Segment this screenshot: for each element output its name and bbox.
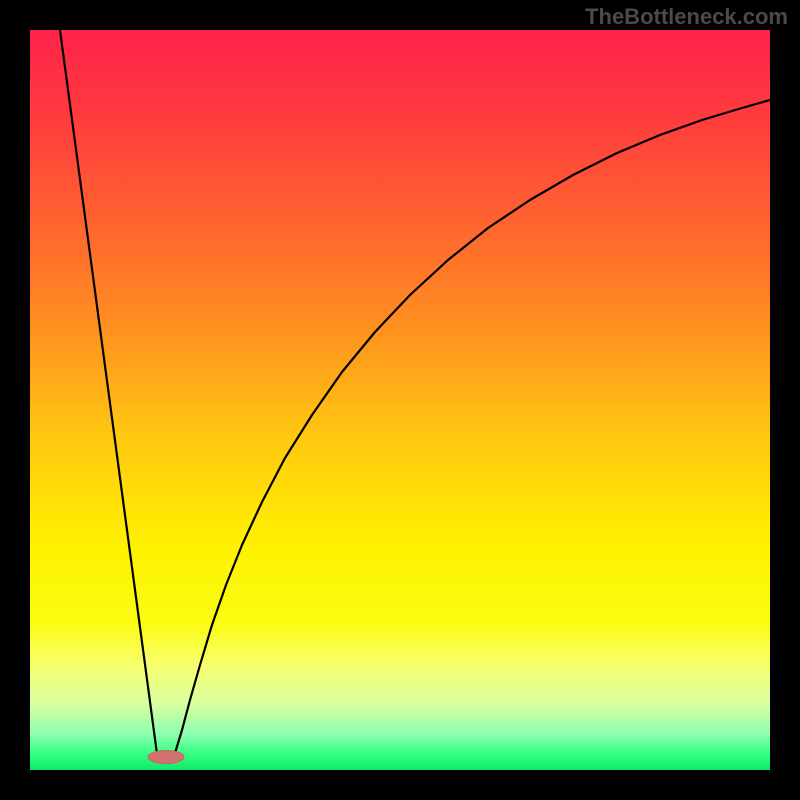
chart-background (30, 30, 770, 770)
dip-marker (148, 751, 184, 764)
plot-area (30, 30, 770, 770)
watermark-label: TheBottleneck.com (585, 4, 788, 30)
chart-svg (30, 30, 770, 770)
chart-container: TheBottleneck.com (0, 0, 800, 800)
